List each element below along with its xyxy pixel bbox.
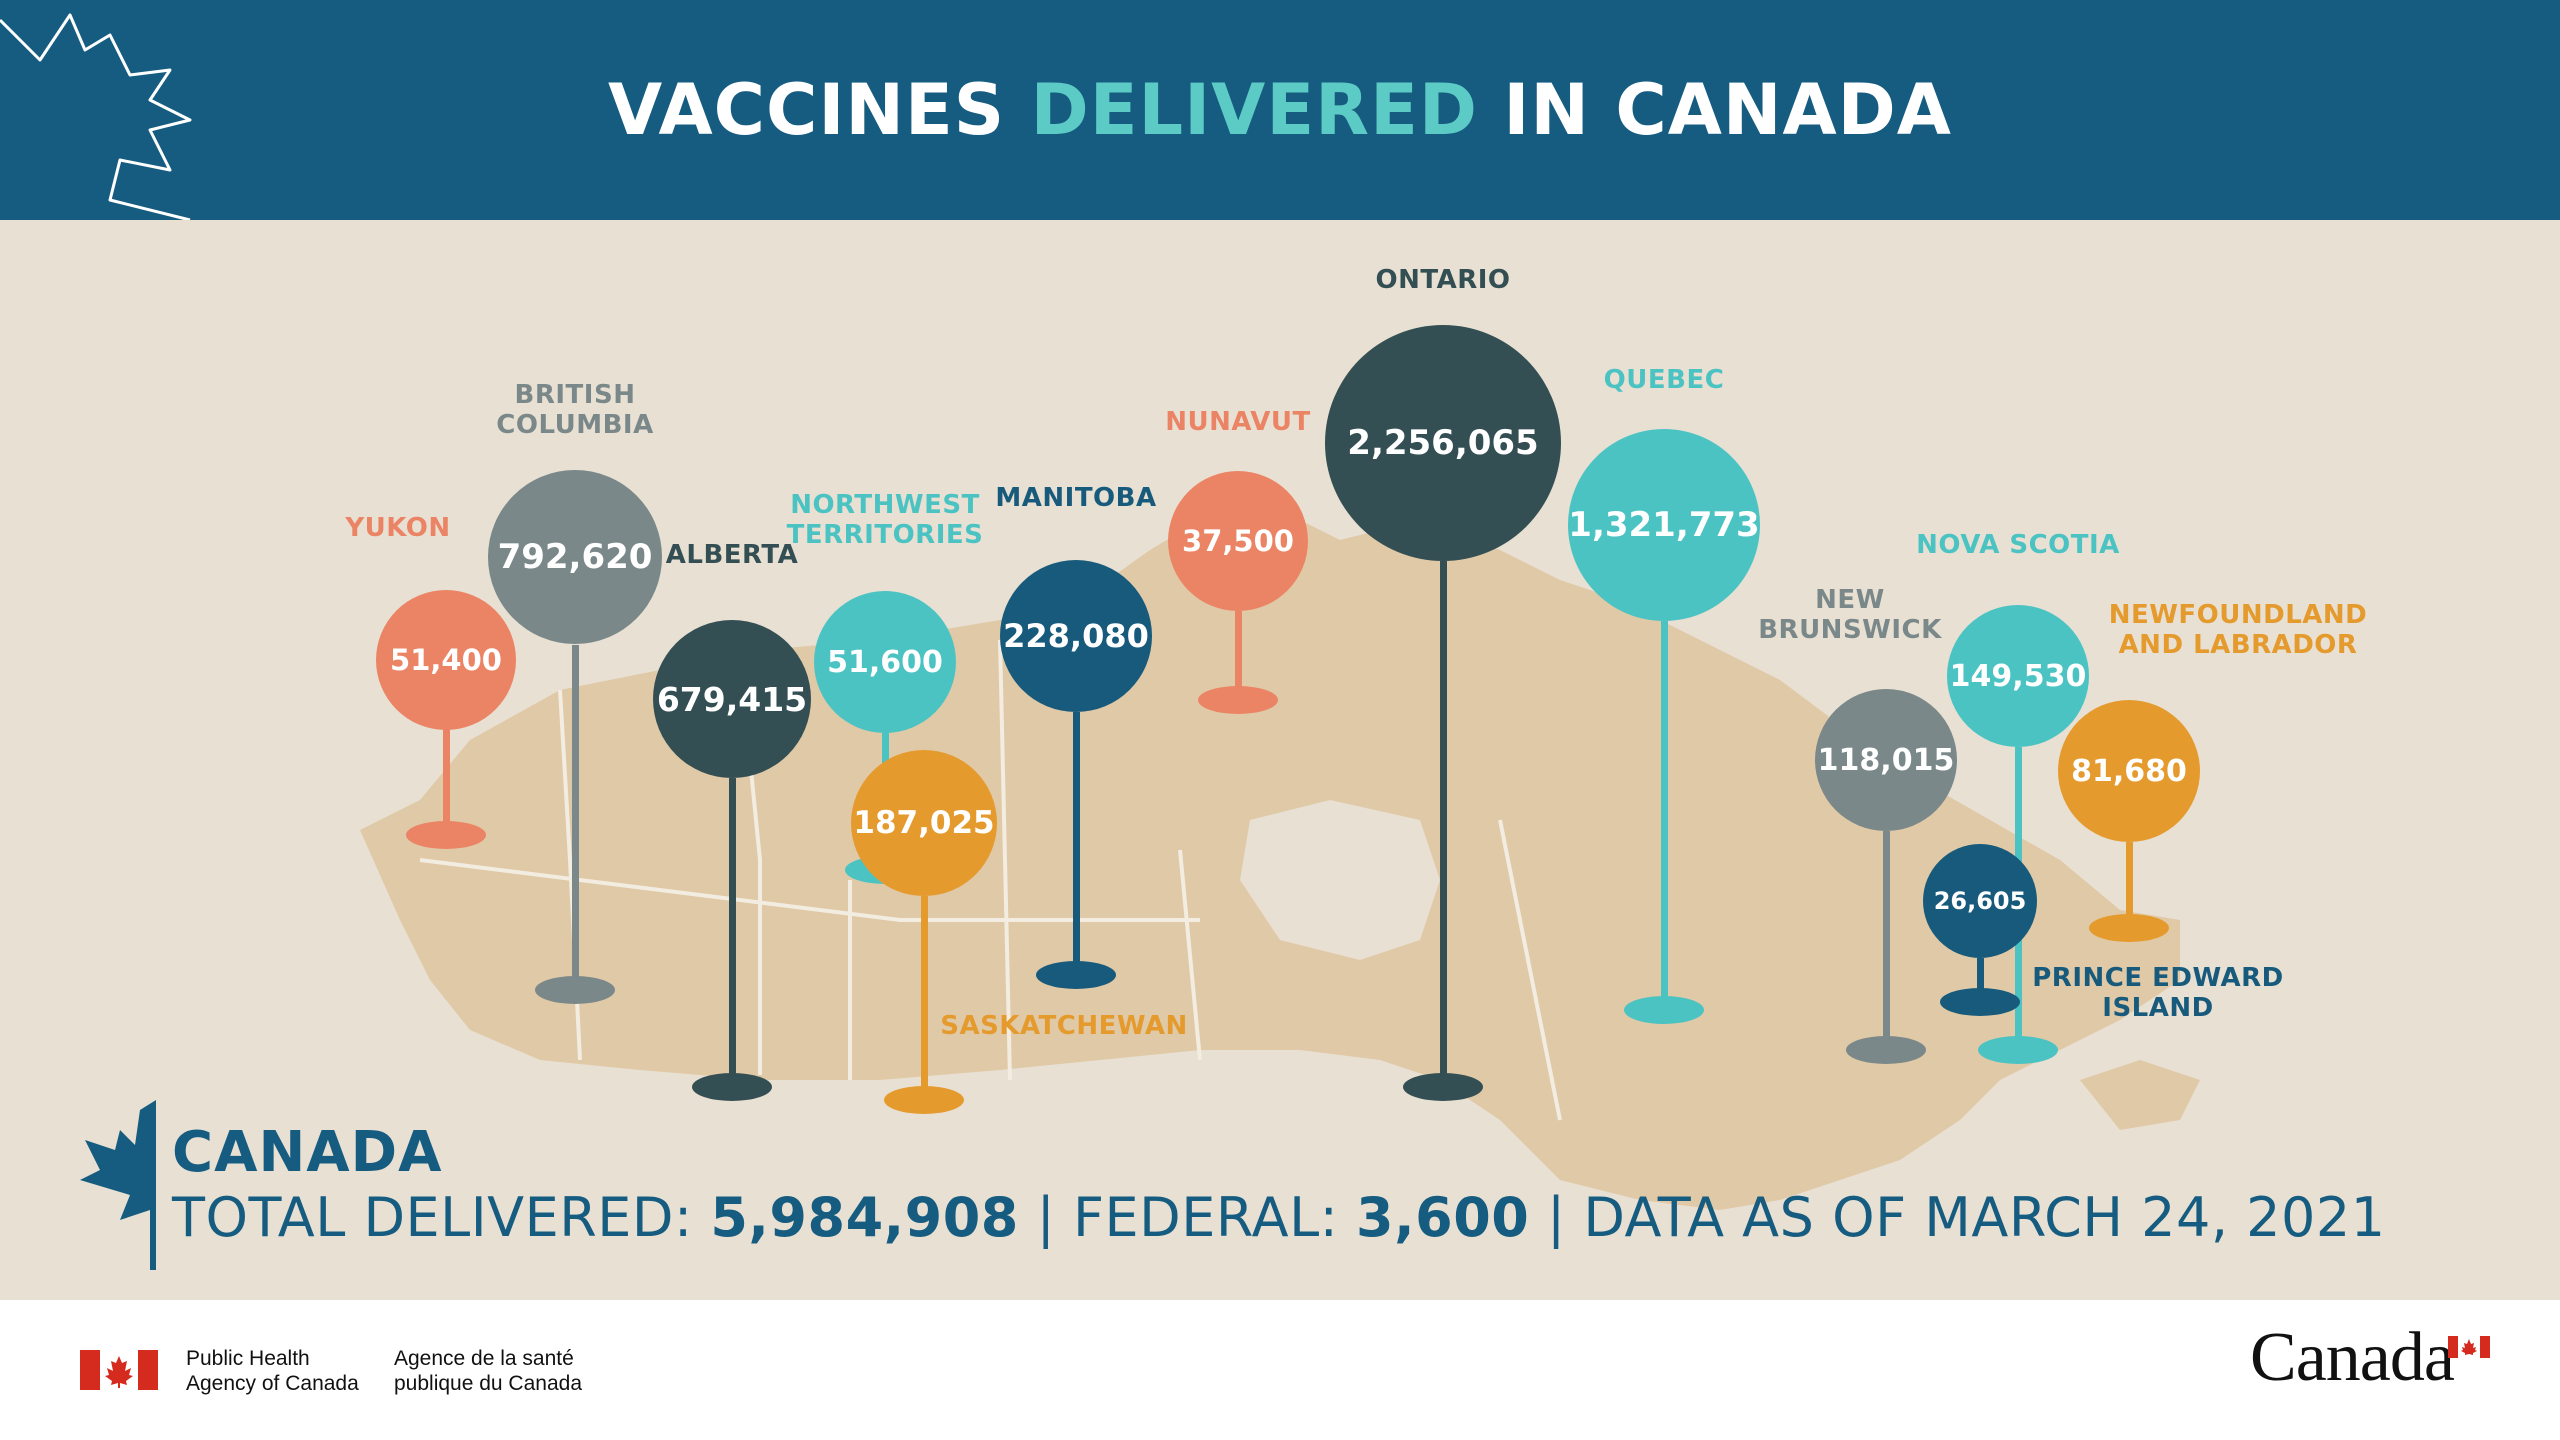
pin-value: 149,530 [1947,605,2089,747]
pin-stem [920,896,928,1100]
pin-base [406,821,486,849]
pin-stem [1660,621,1668,1010]
province-label: PRINCE EDWARD ISLAND [2032,963,2284,1023]
pin-value: 51,400 [376,590,516,730]
header-banner [0,0,2560,220]
pin-stem [571,645,579,990]
pin-value: 51,600 [814,591,956,733]
pin-value: 792,620 [488,470,662,644]
pin-value: 187,025 [851,750,997,896]
maple-leaf-icon [80,1100,156,1270]
title-part-1: VACCINES [608,69,1006,151]
pin-base [2089,914,2169,942]
province-label: NEWFOUNDLAND AND LABRADOR [2108,600,2368,660]
province-label: NUNAVUT [1165,407,1311,437]
pin-base [1036,961,1116,989]
province-label: ONTARIO [1375,265,1511,295]
federal-label: FEDERAL: [1072,1186,1339,1249]
pin-stem [442,690,450,835]
pin-stem [1072,712,1080,975]
wordmark-flag-icon [2448,1336,2490,1358]
pin-base [1846,1036,1926,1064]
pin-base [884,1086,964,1114]
total-label: TOTAL DELIVERED: [172,1186,693,1249]
pin-stem [1976,958,1984,1002]
province-label: BRITISH COLUMBIA [496,380,654,440]
province-label: YUKON [345,513,451,543]
agency-name-fr: Agence de la santé publique du Canada [394,1347,582,1395]
province-label: MANITOBA [995,483,1157,513]
total-value: 5,984,908 [710,1186,1019,1249]
title-part-3: IN CANADA [1503,69,1952,151]
separator: | [1547,1186,1566,1249]
pin-value: 37,500 [1168,471,1308,611]
pin-base [1198,686,1278,714]
province-label: NOVA SCOTIA [1916,530,2120,560]
province-label: ALBERTA [665,540,799,570]
pin-value: 679,415 [653,620,811,778]
canada-map [360,510,2200,1210]
province-label: SASKATCHEWAN [940,1011,1188,1041]
agency-name-en: Public Health Agency of Canada [186,1347,359,1395]
pin-value: 2,256,065 [1325,325,1561,561]
canada-flag-icon [80,1350,158,1390]
pin-value: 1,321,773 [1568,429,1760,621]
pin-value: 81,680 [2058,700,2200,842]
separator: | [1036,1186,1056,1249]
pin-value: 118,015 [1815,689,1957,831]
federal-value: 3,600 [1356,1186,1530,1249]
province-label: NORTHWEST TERRITORIES [786,490,984,550]
title-part-2: DELIVERED [1030,69,1478,151]
pin-base [1624,996,1704,1024]
province-label: NEW BRUNSWICK [1758,585,1942,645]
pin-stem [2125,842,2133,928]
pin-stem [1234,611,1242,700]
pin-base [692,1073,772,1101]
pin-stem [1439,561,1447,1087]
summary-totals: TOTAL DELIVERED: 5,984,908 | FEDERAL: 3,… [172,1186,2386,1249]
pin-stem [1882,831,1890,1050]
maple-leaf-outline-icon [0,13,192,220]
pin-base [1940,988,2020,1016]
page-title: VACCINES DELIVERED IN CANADA [0,0,2560,220]
pin-base [535,976,615,1004]
pin-base [1403,1073,1483,1101]
pin-base [1978,1036,2058,1064]
pin-value: 26,605 [1923,844,2037,958]
footer [0,1300,2560,1440]
province-label: QUEBEC [1603,365,1725,395]
pin-stem [728,778,736,1087]
summary-country: CANADA [172,1120,443,1185]
date-text: DATA AS OF MARCH 24, 2021 [1583,1186,2386,1249]
pin-value: 228,080 [1000,560,1152,712]
canada-wordmark: Canada [2250,1319,2455,1396]
